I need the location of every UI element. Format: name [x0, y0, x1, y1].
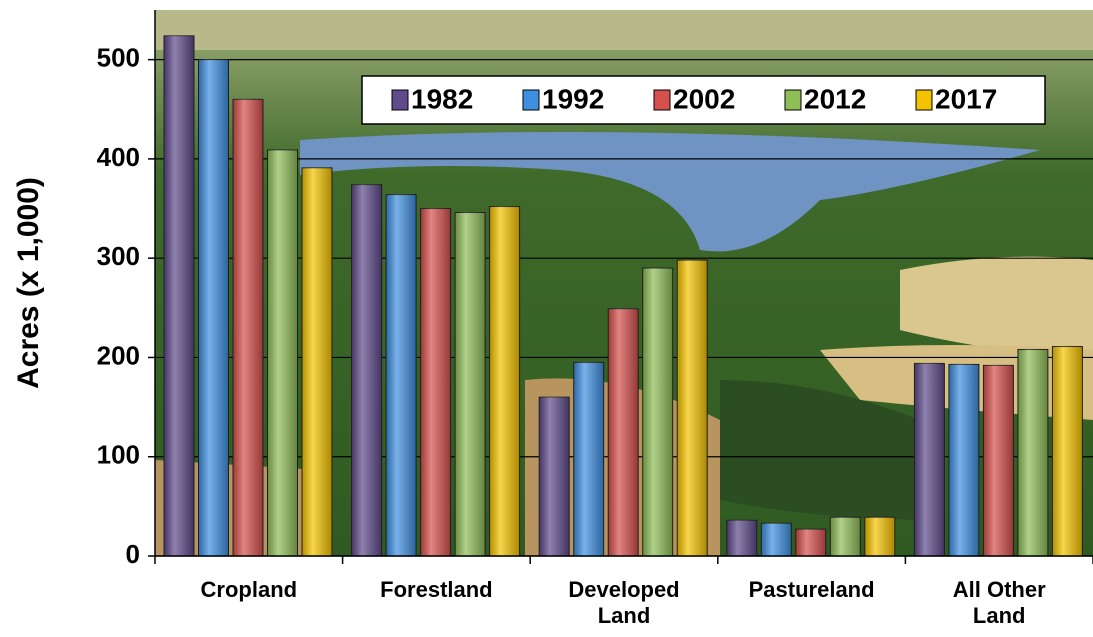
- y-tick-label: 200: [97, 340, 140, 370]
- bar: [302, 168, 332, 556]
- y-tick-label: 400: [97, 142, 140, 172]
- bar: [983, 365, 1013, 556]
- bar: [727, 520, 757, 556]
- bar: [865, 517, 895, 556]
- bar: [352, 185, 382, 556]
- bar: [233, 99, 263, 556]
- bar: [796, 529, 826, 556]
- x-tick-label: Developed Land: [549, 577, 699, 629]
- y-tick-label: 300: [97, 241, 140, 271]
- x-tick-label: Forestland: [361, 577, 511, 603]
- chart: Acres (x 1,000) 0 100 200 300 400 500 1982 1992…: [0, 0, 1093, 637]
- legend-swatch: [654, 90, 670, 110]
- legend-swatch: [392, 90, 408, 110]
- bar: [574, 362, 604, 556]
- bar: [199, 60, 229, 556]
- legend-label: 1982: [411, 83, 473, 114]
- bar: [830, 517, 860, 556]
- legend-swatch: [916, 90, 932, 110]
- x-tick-label: Cropland: [174, 577, 324, 603]
- bar: [761, 523, 791, 556]
- bar: [608, 309, 638, 556]
- bar: [164, 36, 194, 556]
- y-tick-label: 0: [126, 539, 140, 569]
- legend-label: 2017: [935, 83, 997, 114]
- y-tick-label: 500: [97, 43, 140, 73]
- bar: [455, 213, 485, 556]
- legend-swatch: [523, 90, 539, 110]
- bar: [949, 364, 979, 556]
- bar: [914, 363, 944, 556]
- legend-label: 2012: [804, 83, 866, 114]
- bar: [1018, 350, 1048, 556]
- bar: [1052, 347, 1082, 556]
- x-tick-label: All Other Land: [924, 577, 1074, 629]
- bar: [643, 268, 673, 556]
- bar: [421, 209, 451, 556]
- bar: [539, 397, 569, 556]
- legend-label: 1992: [542, 83, 604, 114]
- y-tick-label: 100: [97, 440, 140, 470]
- y-axis-title: Acres (x 1,000): [12, 177, 45, 389]
- bar: [386, 195, 416, 556]
- bar: [268, 150, 298, 556]
- x-tick-label: Pastureland: [737, 577, 887, 603]
- page: Acres (x 1,000) 0 100 200 300 400 500 1982 1992…: [0, 0, 1093, 637]
- bar: [490, 207, 520, 556]
- legend-swatch: [785, 90, 801, 110]
- legend-label: 2002: [673, 83, 735, 114]
- bar: [677, 260, 707, 556]
